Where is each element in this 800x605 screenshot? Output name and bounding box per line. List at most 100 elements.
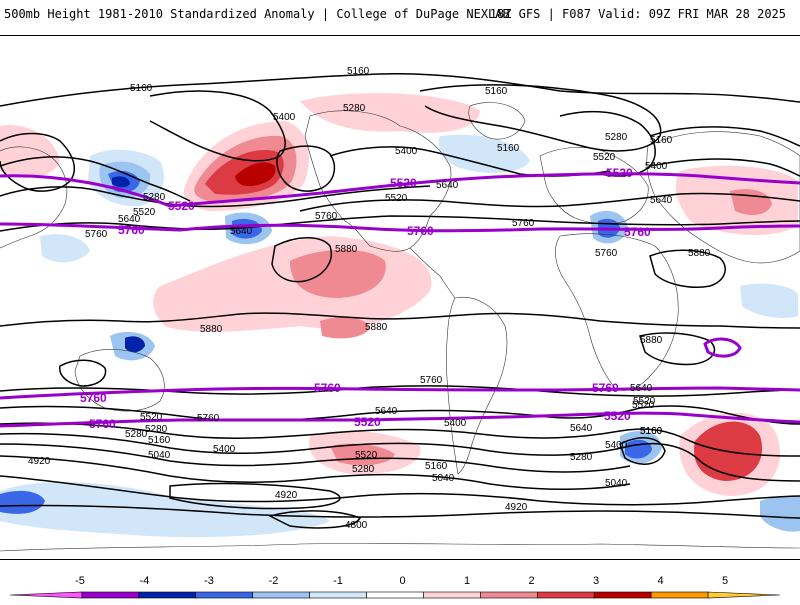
negative-anomaly-area <box>438 134 530 173</box>
colorbar-swatch <box>480 591 538 599</box>
weather-map-canvas[interactable]: 5160 5160 5160 5400 5280 5400 5160 5280 … <box>0 36 800 559</box>
contour-label: 5760 <box>197 413 220 424</box>
contour-line <box>271 237 332 283</box>
colorbar-swatch <box>9 591 83 599</box>
colorbar-swatch <box>138 591 197 599</box>
contour-line <box>0 215 800 232</box>
greenland-outline <box>468 102 526 140</box>
colorbar-swatch <box>707 591 781 599</box>
contour-label: 5280 <box>605 132 628 143</box>
contour-label: 5640 <box>630 383 653 394</box>
contour-line <box>169 482 341 510</box>
contour-label: 5400 <box>395 146 418 157</box>
contour-line <box>649 249 726 288</box>
reference-line-5520-north <box>0 172 800 208</box>
contour-line <box>0 432 800 482</box>
map-panel[interactable]: 5160 5160 5160 5400 5280 5400 5160 5280 … <box>0 35 800 560</box>
positive-anomaly-area <box>320 316 370 339</box>
reference-label: 5520 <box>168 199 195 213</box>
reference-label: 5520 <box>604 409 631 423</box>
colorbar-swatch <box>81 591 140 599</box>
contour-line <box>419 84 662 152</box>
reference-line-5760-north <box>0 222 800 233</box>
positive-anomaly-area <box>290 249 386 298</box>
negative-anomaly-area <box>112 176 130 188</box>
contour-label: 5520 <box>633 396 656 407</box>
contour-label: 5520 <box>385 193 408 204</box>
contour-label: 5520 <box>593 152 616 163</box>
contour-label: 5280 <box>570 452 593 463</box>
height-contours <box>0 72 800 529</box>
contour-label: 5640 <box>375 406 398 417</box>
africa-outline <box>555 233 679 391</box>
colorbar-legend: -5 -4 -3 -2 -1 0 1 2 3 4 5 <box>0 566 800 600</box>
colorbar-swatch <box>593 591 652 599</box>
contour-line <box>0 72 800 107</box>
contour-label: 5280 <box>143 192 166 203</box>
negative-anomaly-area <box>740 283 798 318</box>
model-run-info: 18Z GFS | F087 Valid: 09Z FRI MAR 28 202… <box>489 7 786 21</box>
contour-label: 5040 <box>605 478 628 489</box>
contour-label: 4920 <box>28 456 51 467</box>
colorbar-swatch <box>650 591 709 599</box>
australia-outline <box>74 349 165 412</box>
contour-line <box>0 422 800 457</box>
negative-anomaly-area <box>40 234 90 263</box>
positive-anomaly-area <box>0 125 60 178</box>
contour-line <box>649 158 800 177</box>
colorbar-tick-label: -5 <box>75 575 85 587</box>
colorbar-tick-label: -2 <box>269 575 279 587</box>
colorbar-tick-label: -4 <box>140 575 150 587</box>
contour-label: 5640 <box>230 226 253 237</box>
contour-line <box>649 126 800 147</box>
header-bar: 500mb Height 1981-2010 Standardized Anom… <box>0 0 800 30</box>
colorbar-swatch <box>366 591 424 599</box>
contour-label: 5880 <box>365 322 388 333</box>
contour-line <box>0 443 631 473</box>
contour-label: 5160 <box>148 435 171 446</box>
contour-label: 5160 <box>130 83 153 94</box>
contour-line <box>0 312 800 329</box>
contour-line <box>0 185 431 208</box>
colorbar-tick-label: 4 <box>657 575 663 587</box>
contour-label: 5760 <box>420 375 443 386</box>
contour-line <box>267 510 362 529</box>
contour-line <box>619 437 666 465</box>
contour-line <box>0 156 191 202</box>
contour-line <box>149 90 286 162</box>
contour-line <box>276 145 336 192</box>
contour-label: 5160 <box>640 426 663 437</box>
reference-line-5760-south <box>0 386 800 400</box>
contour-label: 5400 <box>645 161 668 172</box>
contour-label: 5280 <box>145 424 168 435</box>
colorbar-swatch <box>423 591 481 599</box>
contour-label: 5160 <box>650 135 673 146</box>
reference-label: 5760 <box>624 225 651 239</box>
reference-label: 5520 <box>390 176 417 190</box>
negative-anomaly-area <box>232 218 262 239</box>
colorbar-tick-label: 1 <box>464 575 470 587</box>
map-title: 500mb Height 1981-2010 Standardized Anom… <box>4 7 510 21</box>
contour-line <box>59 359 107 387</box>
reference-lines <box>0 172 800 428</box>
positive-anomaly-area <box>300 93 480 133</box>
colorbar-tick-label: -3 <box>204 575 214 587</box>
colorbar-labels: -5 -4 -3 -2 -1 0 1 2 3 4 5 <box>75 575 728 587</box>
contour-label: 5400 <box>444 418 467 429</box>
contour-label: 5640 <box>118 214 141 225</box>
reference-label: 5520 <box>354 415 381 429</box>
contour-line <box>0 405 800 425</box>
colorbar-swatches <box>9 591 781 599</box>
contour-label: 5760 <box>512 218 535 229</box>
contour-label: 5160 <box>485 86 508 97</box>
anomaly-shading <box>0 93 800 538</box>
colorbar-swatch <box>195 591 253 599</box>
reference-label-group: 5520 5520 5520 5760 5760 5760 5760 5760 … <box>80 166 651 431</box>
negative-anomaly-area <box>125 336 145 353</box>
contour-label: 5520 <box>355 450 378 461</box>
colorbar-tick-label: 5 <box>722 575 728 587</box>
contour-label: 5640 <box>436 180 459 191</box>
contour-label: 4920 <box>275 490 298 501</box>
contour-label: 5640 <box>570 423 593 434</box>
asia-west-outline <box>0 146 68 249</box>
